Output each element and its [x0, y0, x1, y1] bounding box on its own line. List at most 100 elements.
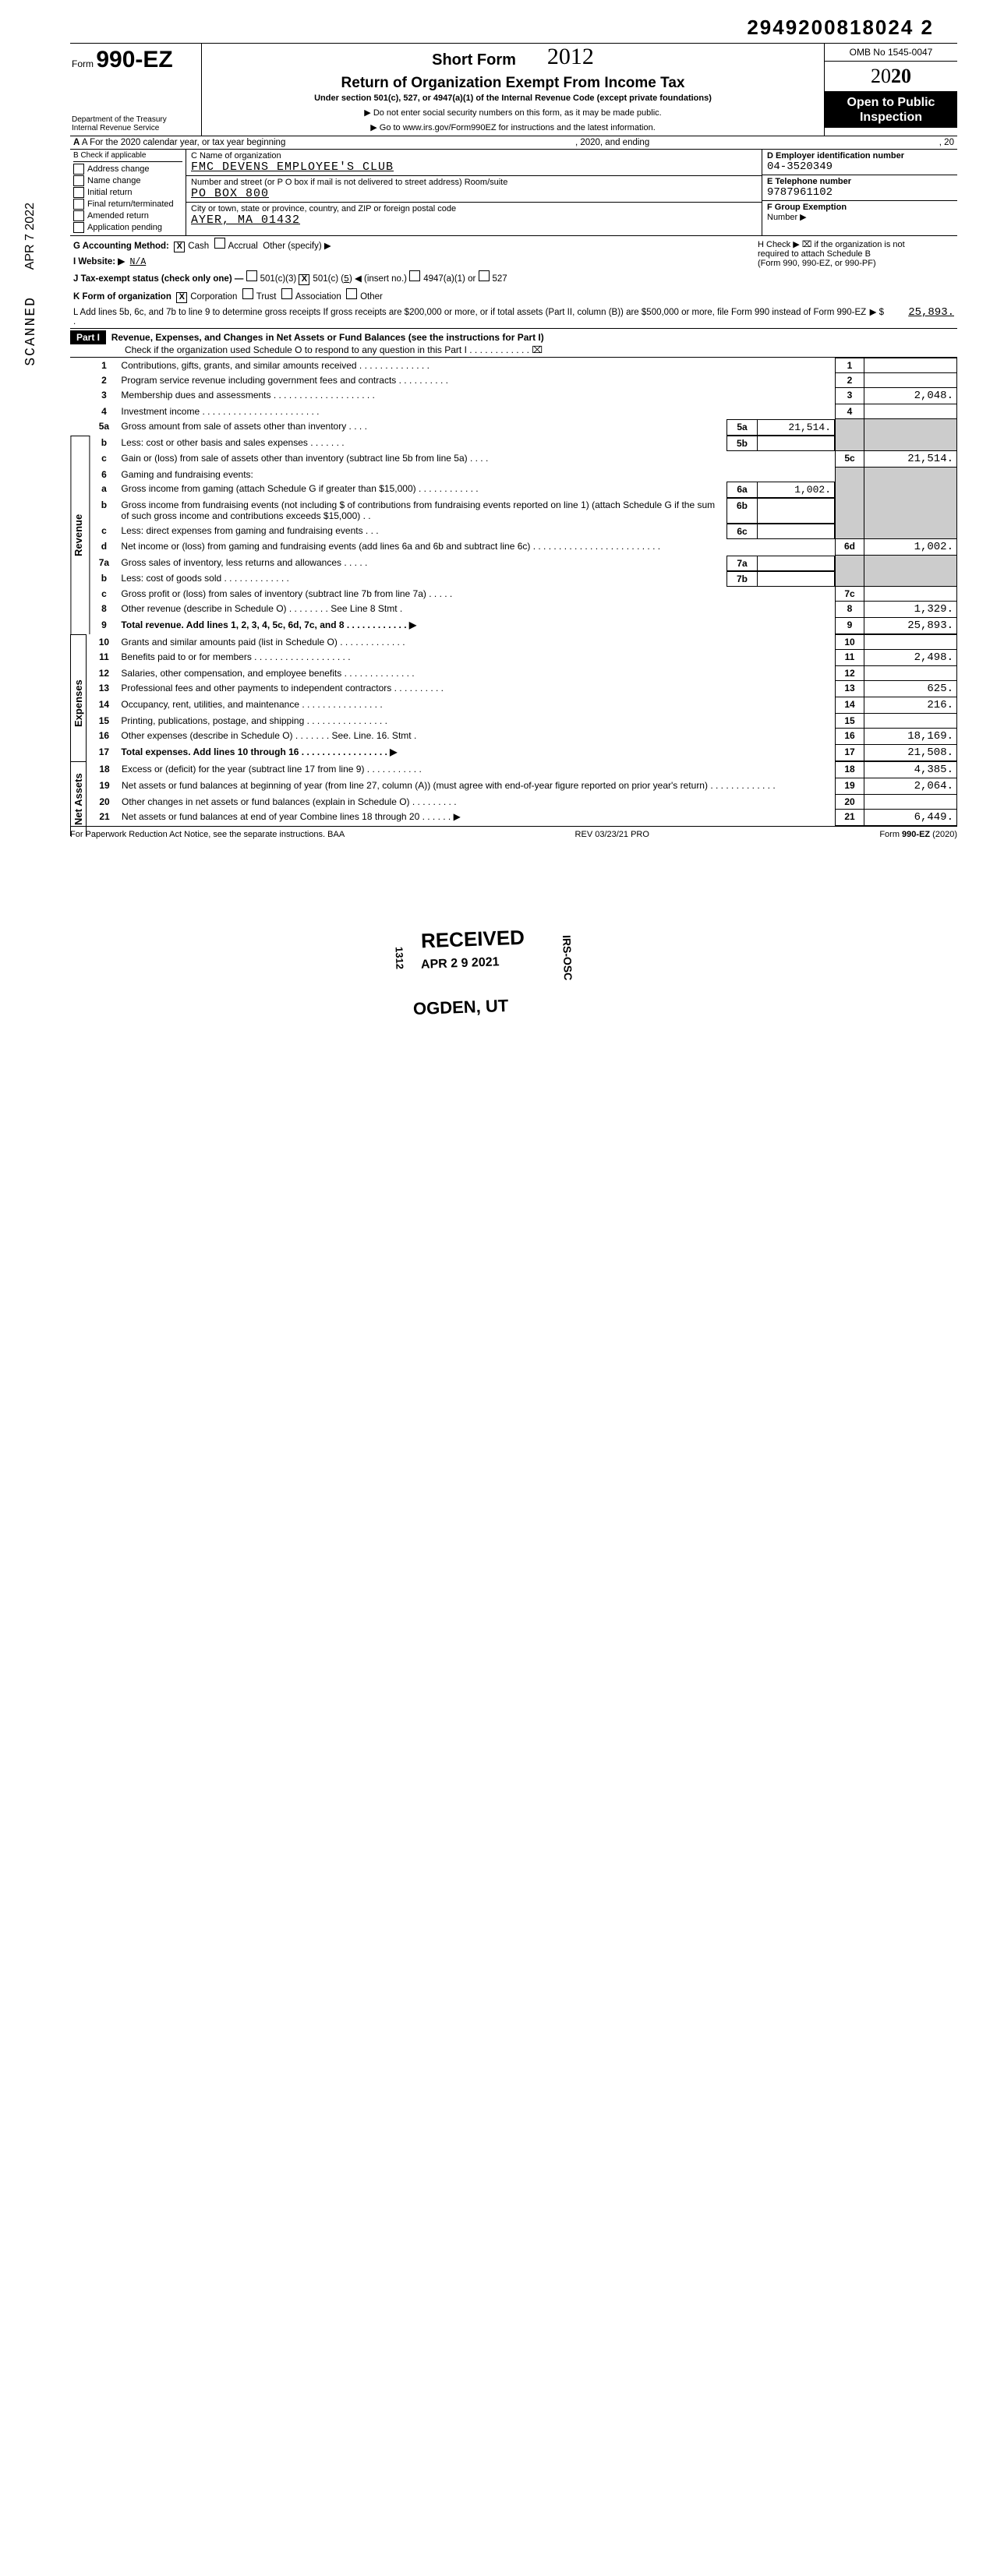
- footer-mid: REV 03/23/21 PRO: [575, 830, 649, 839]
- line9-val: 25,893.: [864, 618, 957, 634]
- line4-val: [864, 404, 957, 419]
- dept-treasury: Department of the Treasury Internal Reve…: [72, 115, 196, 132]
- line7b-val: [758, 571, 835, 586]
- line6d-val: 1,002.: [864, 539, 957, 556]
- cb-initial-return[interactable]: Initial return: [73, 187, 182, 198]
- 501c-num: 5: [344, 274, 349, 284]
- line13-val: 625.: [864, 681, 957, 697]
- line5c-label: Gain or (loss) from sale of assets other…: [118, 451, 835, 468]
- cb-final-return[interactable]: Final return/terminated: [73, 199, 182, 210]
- cb-name-change[interactable]: Name change: [73, 175, 182, 186]
- org-name: FMC DEVENS EMPLOYEE'S CLUB: [191, 161, 757, 174]
- line5c-val: 21,514.: [864, 451, 957, 468]
- cb-501c3[interactable]: [246, 270, 257, 281]
- line13-label: Professional fees and other payments to …: [118, 681, 835, 697]
- row-a-left: A For the 2020 calendar year, or tax yea…: [82, 138, 285, 147]
- line12-val: [864, 666, 957, 681]
- row-a-tax-year: A A For the 2020 calendar year, or tax y…: [70, 136, 957, 150]
- cb-address-change[interactable]: Address change: [73, 164, 182, 175]
- line17-val: 21,508.: [864, 745, 957, 761]
- row-a-right: , 20: [939, 138, 954, 147]
- line6a-label: Gross income from gaming (attach Schedul…: [118, 482, 726, 497]
- cb-application-pending[interactable]: Application pending: [73, 222, 182, 233]
- line16-val: 18,169.: [864, 729, 957, 745]
- line6-label: Gaming and fundraising events:: [118, 468, 835, 482]
- title-short-form: Short Form: [432, 51, 516, 69]
- line5a-label: Gross amount from sale of assets other t…: [118, 419, 726, 435]
- dln: 2949200818024 2: [747, 16, 934, 40]
- col-c-org: C Name of organization FMC DEVENS EMPLOY…: [186, 150, 762, 235]
- line6a-val: 1,002.: [758, 482, 835, 497]
- line20-val: [864, 795, 957, 810]
- cb-other-org[interactable]: [346, 288, 357, 299]
- section-g-l: G Accounting Method: Cash Accrual Other …: [70, 236, 957, 328]
- line14-val: 216.: [864, 697, 957, 714]
- vlabel-netassets: Net Assets: [70, 761, 87, 836]
- line8-val: 1,329.: [864, 602, 957, 618]
- title-return: Return of Organization Exempt From Incom…: [208, 75, 818, 92]
- line10-label: Grants and similar amounts paid (list in…: [118, 635, 835, 650]
- cb-501c[interactable]: [299, 274, 309, 285]
- ein: 04-3520349: [767, 161, 833, 173]
- line18-label: Excess or (deficit) for the year (subtra…: [118, 762, 836, 778]
- cb-cash[interactable]: [174, 242, 185, 252]
- form-number: 990-EZ: [96, 47, 172, 72]
- cb-association[interactable]: [281, 288, 292, 299]
- line1-label: Contributions, gifts, grants, and simila…: [118, 358, 835, 373]
- line19-label: Net assets or fund balances at beginning…: [118, 778, 836, 795]
- line10-val: [864, 635, 957, 650]
- line3-label: Membership dues and assessments . . . . …: [118, 388, 835, 404]
- vlabel-revenue: Revenue: [70, 436, 90, 634]
- b-header: B Check if applicable: [73, 151, 182, 162]
- f-label2: Number ▶: [767, 213, 807, 222]
- line17-label: Total expenses. Add lines 10 through 16 …: [121, 746, 397, 757]
- line7a-label: Gross sales of inventory, less returns a…: [118, 556, 726, 570]
- line7c-label: Gross profit or (loss) from sales of inv…: [118, 587, 835, 602]
- netassets-table: 18Excess or (deficit) for the year (subt…: [90, 761, 957, 826]
- expenses-table: 10Grants and similar amounts paid (list …: [90, 634, 957, 761]
- line9-label: Total revenue. Add lines 1, 2, 3, 4, 5c,…: [121, 619, 416, 630]
- line6d-label: Net income or (loss) from gaming and fun…: [118, 539, 835, 556]
- received-date: APR 2 9 2021: [421, 955, 500, 972]
- cb-accrual[interactable]: [214, 238, 225, 249]
- cb-amended-return[interactable]: Amended return: [73, 210, 182, 221]
- vlabel-expenses: Expenses: [70, 634, 87, 771]
- l-arrow: ▶ $: [870, 306, 884, 317]
- form-prefix: Form: [72, 58, 94, 69]
- line5b-label: Less: cost or other basis and sales expe…: [118, 436, 726, 450]
- line11-label: Benefits paid to or for members . . . . …: [118, 650, 835, 666]
- cb-527[interactable]: [479, 270, 490, 281]
- org-address: PO BOX 800: [191, 187, 757, 200]
- line15-val: [864, 714, 957, 729]
- j-label: J Tax-exempt status (check only one) —: [73, 274, 243, 284]
- line2-val: [864, 373, 957, 388]
- d-label: D Employer identification number: [767, 151, 904, 161]
- line1-val: [864, 358, 957, 373]
- line6b-val: [758, 498, 835, 523]
- part1-header: Part I Revenue, Expenses, and Changes in…: [70, 328, 957, 358]
- line12-label: Salaries, other compensation, and employ…: [118, 666, 835, 681]
- f-label: F Group Exemption: [767, 203, 847, 212]
- cb-corporation[interactable]: [176, 292, 187, 303]
- l-gross-receipts: 25,893.: [884, 306, 954, 319]
- footer-right: Form 990-EZ (2020): [879, 830, 957, 839]
- line7b-label: Less: cost of goods sold . . . . . . . .…: [118, 571, 726, 586]
- line5a-val: 21,514.: [758, 419, 835, 435]
- form-year: 2020: [825, 62, 957, 92]
- line15-label: Printing, publications, postage, and shi…: [118, 714, 835, 729]
- line20-label: Other changes in net assets or fund bala…: [118, 795, 836, 810]
- g-label: G Accounting Method:: [73, 242, 169, 251]
- footer-left: For Paperwork Reduction Act Notice, see …: [70, 830, 345, 839]
- cb-trust[interactable]: [242, 288, 253, 299]
- i-label: I Website: ▶: [73, 256, 125, 266]
- subtitle: Under section 501(c), 527, or 4947(a)(1)…: [208, 94, 818, 103]
- line4-label: Investment income . . . . . . . . . . . …: [118, 404, 835, 419]
- received-place: OGDEN, UT: [413, 996, 509, 1019]
- c-city-label: City or town, state or province, country…: [191, 204, 757, 213]
- col-def: D Employer identification number 04-3520…: [762, 150, 957, 235]
- cb-4947[interactable]: [409, 270, 420, 281]
- website: N/A: [130, 257, 147, 267]
- col-b-checkboxes: B Check if applicable Address change Nam…: [70, 150, 186, 235]
- side-year-stamp: APR 7 2022: [23, 203, 37, 270]
- received-side: IRS-OSC: [560, 935, 574, 981]
